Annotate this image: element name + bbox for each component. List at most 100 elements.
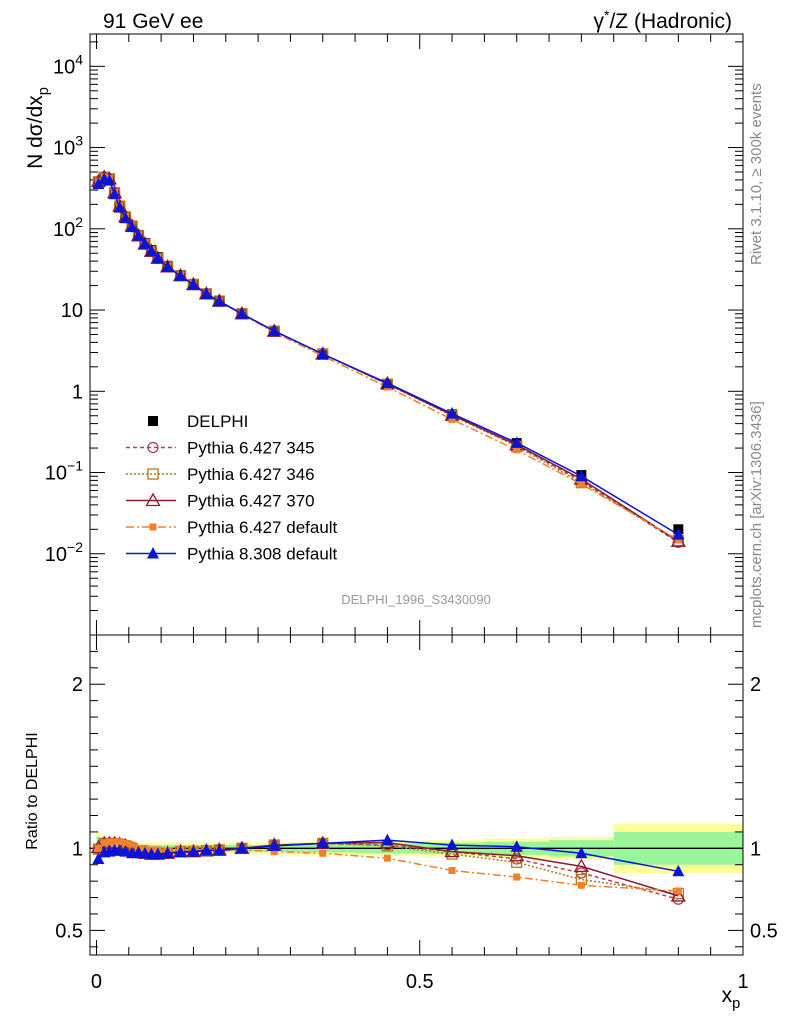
main-data-point: [92, 177, 105, 190]
analysis-id-label: DELPHI_1996_S3430090: [341, 592, 491, 607]
legend-entry: Pythia 6.427 default: [126, 518, 338, 537]
main-y-tick-label: 10−1: [45, 458, 83, 485]
label-base: x: [722, 984, 733, 1007]
main-data-point: [103, 174, 116, 186]
main-data-point: [510, 436, 523, 448]
main-y-tick-label: 104: [53, 51, 83, 78]
x-tick-label: 0: [91, 971, 102, 993]
ratio-y-tick-label-right: 1: [750, 838, 761, 860]
ratio-data-point: [444, 843, 460, 858]
main-y-tick-label: 103: [53, 133, 83, 160]
main-data-point: [674, 536, 682, 544]
ratio-data-point: [128, 841, 136, 849]
mcplots-label: mcplots.cern.ch [arXiv:1306.3436]: [748, 401, 765, 628]
ratio-data-point: [122, 839, 130, 847]
legend-marker: [149, 523, 157, 531]
header-right-title: γ*/Z (Hadronic): [594, 7, 732, 33]
x-tick-label: 0.5: [406, 971, 434, 993]
header-right-title-text: γ*/Z (Hadronic): [594, 7, 732, 33]
ratio-data-point: [573, 858, 589, 873]
main-data-point: [161, 260, 174, 272]
main-series: [92, 172, 685, 540]
main-y-tick-label: 1: [72, 381, 83, 403]
legend: DELPHI Pythia 6.427 345 Pythia 6.427 346 Py…: [126, 412, 338, 564]
label-subscript: p: [732, 996, 740, 1012]
ratio-data-point: [111, 838, 119, 846]
ratio-data-point: [213, 844, 226, 856]
ratio-y-axis-label: Ratio to DELPHI: [24, 732, 41, 849]
legend-entry: Pythia 6.427 345: [126, 439, 315, 458]
ratio-plot-frame: [89, 634, 744, 956]
ratio-data-point: [316, 836, 329, 849]
label-subscript: p: [36, 87, 52, 95]
ratio-data-point: [235, 841, 248, 854]
legend-label: Pythia 6.427 370: [187, 492, 315, 511]
legend-marker: [147, 468, 159, 480]
tick-label-base: 10: [53, 138, 75, 160]
ratio-data-point: [672, 864, 685, 877]
main-data-point: [187, 278, 200, 290]
main-y-axis-label: N dσ/dxp: [24, 87, 52, 169]
main-data-point: [151, 251, 164, 264]
ratio-series: [92, 833, 685, 877]
title-star: *: [604, 7, 610, 23]
ratio-panel: 0.5 0.5 1 1 2 2 0 0.5 1: [55, 634, 778, 993]
ratio-data-point: [513, 873, 521, 881]
ratio-data-point: [94, 844, 102, 852]
ratio-data-point: [383, 854, 391, 862]
ratio-data-point: [116, 838, 124, 846]
tick-label-exponent: 4: [75, 51, 83, 67]
main-y-tick-label: 10: [61, 300, 83, 322]
main-data-point: [126, 220, 139, 233]
main-y-tick-label: 102: [53, 214, 83, 241]
main-y-tick-label: 10−2: [45, 539, 83, 566]
ratio-data-point: [151, 847, 164, 860]
main-data-point: [381, 376, 394, 389]
legend-entry: DELPHI: [148, 412, 248, 431]
ratio-data-point: [509, 847, 525, 862]
legend-marker: [147, 441, 159, 454]
main-data-point: [575, 469, 588, 482]
label-base: N dσ/dx: [24, 95, 47, 169]
main-y-axis-label-text: N dσ/dxp: [24, 87, 52, 169]
ratio-data-point: [510, 840, 523, 852]
ratio-data-point: [446, 838, 459, 851]
ratio-data-point: [319, 849, 327, 857]
ratio-y-tick-label: 1: [72, 838, 83, 860]
main-data-point: [213, 294, 226, 307]
tick-label-exponent: 3: [75, 133, 83, 149]
rivet-label: Rivet 3.1.10, ≥ 300k events: [748, 83, 765, 265]
tick-label-base: 10: [45, 544, 67, 566]
ratio-y-tick-label: 0.5: [55, 920, 83, 942]
x-tick-label: 1: [737, 971, 748, 993]
legend-entry: Pythia 8.308 default: [126, 545, 338, 564]
ratio-data-point: [674, 887, 682, 895]
ratio-data-point: [92, 852, 105, 864]
ratio-data-point: [381, 833, 394, 846]
legend-label: Pythia 6.427 346: [187, 465, 315, 484]
main-data-point: [268, 324, 281, 337]
ratio-data-point: [268, 839, 281, 851]
legend-label: Pythia 8.308 default: [187, 545, 338, 564]
ratio-data-point: [100, 839, 108, 847]
tick-label-exponent: −1: [67, 458, 83, 474]
main-series-line: [97, 178, 679, 536]
tick-label-exponent: 2: [75, 214, 83, 230]
main-data-point: [174, 269, 187, 281]
main-data-point: [448, 415, 456, 423]
title-part: /Z (Hadronic): [609, 10, 732, 33]
main-series-line: [97, 176, 679, 544]
title-part: γ: [594, 10, 605, 33]
ratio-data-point: [174, 845, 187, 858]
main-data-point: [145, 244, 158, 257]
header-left-title: 91 GeV ee: [103, 10, 203, 33]
tick-label-base: 10: [45, 463, 67, 485]
tick-label-base: 10: [53, 219, 75, 241]
legend-marker: [147, 547, 159, 559]
legend-label: Pythia 6.427 default: [187, 518, 338, 537]
ratio-data-point: [270, 848, 278, 856]
main-data-point: [446, 407, 459, 419]
main-data-point: [672, 528, 685, 540]
legend-label: Pythia 6.427 345: [187, 439, 315, 458]
